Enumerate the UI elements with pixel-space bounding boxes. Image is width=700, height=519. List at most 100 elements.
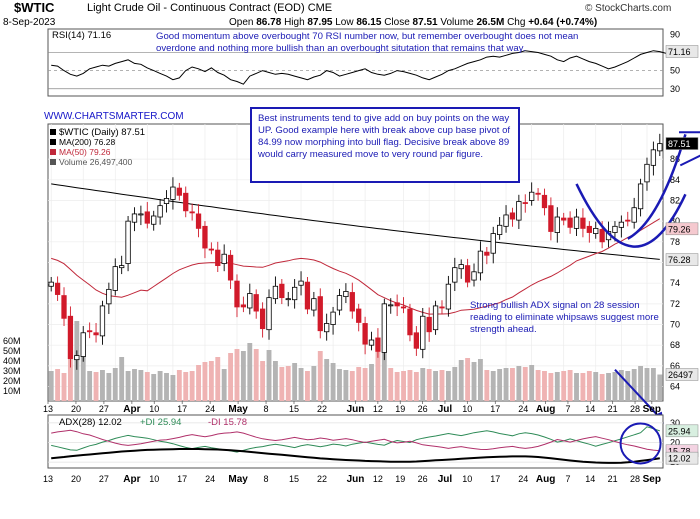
candle-body: [388, 304, 394, 307]
price-tick-label: 68: [670, 340, 680, 350]
volume-bar: [618, 370, 624, 401]
candle-body: [202, 225, 208, 249]
adx-legend-adx: ADX(28) 12.02: [59, 417, 122, 428]
candle-body: [407, 308, 413, 336]
close-label: Close: [384, 17, 410, 28]
volume-bar: [490, 371, 496, 401]
candle-body: [631, 207, 637, 223]
volume-bar: [548, 373, 554, 401]
open-value: 86.78: [256, 17, 282, 28]
volume-bar: [503, 368, 509, 401]
ma200-line: [51, 183, 660, 260]
adx-x-tick-label: 15: [289, 474, 299, 484]
minus-di-line: [51, 429, 660, 452]
price-tick-label: 82: [670, 195, 680, 205]
minus-di-tag: 15.78: [668, 446, 691, 456]
volume-bar: [55, 369, 61, 401]
candle-body: [561, 217, 567, 221]
candle-body: [221, 253, 227, 264]
adx-x-tick-label: Jun: [347, 474, 365, 485]
low-value: 86.15: [356, 17, 382, 28]
volume-bar: [477, 359, 483, 401]
volume-bar: [285, 366, 291, 401]
volume-bar: [439, 370, 445, 401]
candle-body: [266, 297, 272, 331]
candle-body: [637, 183, 644, 210]
candle-body: [657, 143, 663, 152]
volume-bar: [305, 371, 310, 401]
rsi-legend: RSI(14) 71.16: [52, 30, 111, 41]
high-label: High: [284, 17, 305, 28]
candle-body: [48, 281, 54, 287]
volume-bar: [452, 367, 458, 401]
adx-x-tick-label: 17: [177, 474, 187, 484]
x-tick-label: 10: [462, 404, 472, 414]
volume-bar: [80, 354, 86, 401]
candle-body: [93, 332, 99, 336]
adx-x-tick-label: 22: [317, 474, 327, 484]
x-tick-label: Aug: [536, 404, 555, 415]
ma50-tag-bg: [665, 222, 699, 236]
adx-x-tick-label: 28: [630, 474, 640, 484]
adx-tag-bg: [665, 451, 699, 465]
low-label: Low: [335, 17, 354, 28]
price-tick-label: 70: [670, 320, 680, 330]
x-tick-label: 17: [490, 404, 500, 414]
open-label: Open: [229, 17, 254, 28]
candle-body: [420, 315, 426, 350]
volume-bar: [497, 369, 503, 401]
candle-body: [253, 294, 259, 312]
rsi-current-tag: 71.16: [668, 47, 691, 57]
x-tick-label: 27: [99, 404, 109, 414]
adx-x-tick-label: 24: [205, 474, 215, 484]
candle-body: [413, 332, 420, 349]
volume-tick-label: 10M: [3, 386, 21, 396]
volume-bar: [599, 374, 605, 401]
candle-body: [503, 214, 509, 227]
price-tick-label: 74: [670, 278, 680, 288]
volume-bar: [362, 368, 368, 401]
volume-bar: [266, 350, 272, 401]
x-tick-label: 24: [518, 404, 528, 414]
adx-x-tick-label: 20: [71, 474, 81, 484]
x-tick-label: 15: [289, 404, 299, 414]
volume-bar: [388, 368, 394, 401]
di-crossover-circle: [619, 422, 662, 465]
rsi-current-tag-bg: [665, 45, 699, 58]
adx-x-tick-label: Aug: [536, 474, 555, 485]
volume-bar: [317, 351, 323, 401]
adx-x-tick-label: 13: [43, 474, 53, 484]
volume-bar: [48, 371, 54, 401]
volume-bar: [657, 374, 663, 401]
volume-bar: [612, 372, 618, 401]
volume-bar: [638, 366, 644, 401]
volume-bar: [119, 357, 125, 401]
volume-bar: [420, 368, 426, 401]
x-tick-label: 24: [205, 404, 215, 414]
volume-bar: [189, 371, 195, 401]
candle-body: [593, 227, 599, 234]
candle-body: [471, 271, 477, 281]
candle-body: [208, 248, 215, 251]
candle-body: [272, 285, 279, 300]
volume-bar: [650, 368, 656, 401]
candle-body: [112, 266, 118, 291]
x-axis-main: 13 20 27 Apr 10 17 24 May 8 15 22 Jun 12 19 26 Jul 10 17 2…: [43, 401, 661, 415]
ma50-line: [51, 218, 661, 315]
volume-bar: [208, 361, 214, 401]
candle-body: [215, 249, 221, 267]
volume-bar: [542, 371, 547, 401]
volume-bar: [228, 353, 234, 401]
candle-body: [516, 201, 522, 221]
volume-bar: [561, 371, 567, 401]
volume-bar: [253, 349, 259, 401]
volume-bar: [240, 351, 246, 401]
candle-body: [227, 254, 234, 281]
price-legend-swatch: [50, 139, 56, 145]
volume-bar: [401, 371, 406, 401]
candle-body: [381, 303, 387, 353]
volume-bar: [458, 360, 464, 401]
